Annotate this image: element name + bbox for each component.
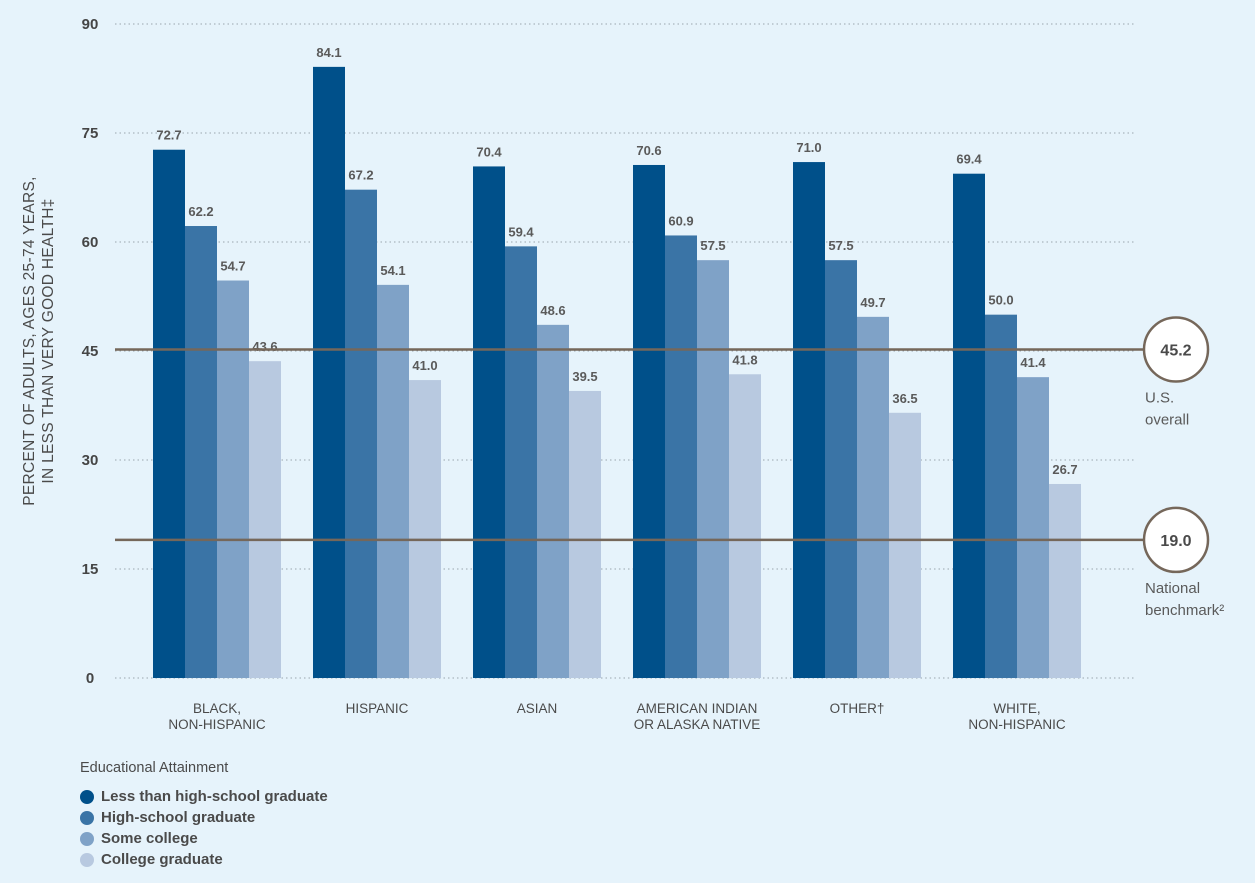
data-label: 72.7	[156, 128, 181, 143]
legend-label: High-school graduate	[101, 809, 256, 826]
legend-item: Less than high-school graduate	[80, 786, 328, 807]
data-label: 62.2	[188, 204, 213, 219]
data-label: 48.6	[540, 303, 565, 318]
bar	[825, 260, 857, 678]
category-label: NON-HISPANIC	[968, 717, 1066, 732]
data-label: 54.1	[380, 263, 405, 278]
data-label: 59.4	[508, 224, 534, 239]
data-label: 71.0	[796, 140, 821, 155]
data-label: 70.6	[636, 143, 661, 158]
category-label: ASIAN	[517, 701, 558, 716]
bar	[569, 390, 601, 678]
data-label: 43.6	[252, 339, 277, 354]
legend-swatch	[80, 852, 94, 867]
y-tick-label: 75	[82, 125, 99, 142]
y-tick-label: 45	[82, 343, 99, 360]
reference-text: benchmark²	[1145, 602, 1224, 619]
legend-label: Some college	[101, 830, 198, 847]
bar	[313, 66, 345, 678]
data-label: 36.5	[892, 391, 917, 406]
data-label: 39.5	[572, 369, 597, 384]
reference-text: National	[1145, 580, 1200, 597]
reference-value: 45.2	[1160, 343, 1191, 360]
data-label: 49.7	[860, 295, 885, 310]
legend-label: College graduate	[101, 851, 223, 868]
y-tick-label: 30	[82, 452, 99, 469]
data-label: 26.7	[1052, 462, 1077, 477]
bar	[1049, 483, 1081, 678]
bar	[729, 374, 761, 678]
data-label: 70.4	[476, 144, 502, 159]
category-label: HISPANIC	[346, 701, 409, 716]
reference-circle	[1142, 506, 1210, 574]
legend-swatch	[80, 789, 94, 804]
y-axis: 0 15 30 45 60 75 90	[82, 16, 99, 687]
bar	[153, 149, 185, 679]
bar	[409, 380, 441, 678]
bar	[1017, 377, 1049, 678]
bar	[537, 324, 569, 678]
legend-item: College graduate	[80, 849, 328, 870]
category-label: WHITE,	[993, 701, 1040, 716]
data-label: 57.5	[828, 238, 853, 253]
legend-items: Less than high-school graduate High-schoo…	[80, 786, 328, 870]
category-label: OTHER†	[830, 701, 885, 716]
data-label: 41.0	[412, 358, 437, 373]
bar	[985, 314, 1017, 678]
category-label: OR ALASKA NATIVE	[634, 717, 761, 732]
bar	[473, 166, 505, 678]
bar	[697, 260, 729, 678]
data-label: 60.9	[668, 213, 693, 228]
bar	[505, 246, 537, 679]
y-axis-title: IN LESS THAN VERY GOOD HEALTH‡	[40, 198, 57, 483]
legend-swatch	[80, 831, 94, 846]
legend: Educational Attainment Less than high-sc…	[80, 760, 328, 870]
legend-item: High-school graduate	[80, 807, 328, 828]
category-label: BLACK,	[193, 701, 241, 716]
reference-text: overall	[1145, 412, 1189, 429]
reference-text: U.S.	[1145, 390, 1174, 407]
data-label: 54.7	[220, 259, 245, 274]
legend-swatch	[80, 810, 94, 825]
bar	[377, 284, 409, 678]
legend-label: Less than high-school graduate	[101, 788, 328, 805]
data-label: 69.4	[956, 152, 982, 167]
legend-item: Some college	[80, 828, 328, 849]
bar	[345, 189, 377, 678]
value-labels: 72.7 84.1 70.4 70.6 71.0 69.4 62.2 67.2 59.4 60.9…	[156, 45, 1077, 477]
bar	[793, 162, 825, 679]
bar	[889, 412, 921, 678]
y-tick-label: 0	[86, 670, 94, 687]
bar	[633, 164, 665, 678]
bar	[185, 226, 217, 678]
reference-lines: 45.2 U.S. overall 19.0 National benchmark²	[115, 316, 1224, 619]
bars	[153, 66, 1081, 679]
data-label: 50.0	[988, 293, 1013, 308]
bar	[665, 235, 697, 678]
category-label: NON-HISPANIC	[168, 717, 266, 732]
gridlines	[115, 23, 1135, 679]
bar	[249, 361, 281, 678]
y-tick-label: 15	[82, 561, 99, 578]
y-tick-label: 60	[82, 234, 99, 251]
bar	[857, 316, 889, 678]
reference-value: 19.0	[1160, 533, 1191, 550]
data-label: 67.2	[348, 168, 373, 183]
bar	[217, 280, 249, 678]
legend-title: Educational Attainment	[80, 760, 229, 776]
y-tick-label: 90	[82, 16, 99, 33]
y-axis-label: PERCENT OF ADULTS, AGES 25-74 YEARS, IN L…	[21, 176, 57, 506]
data-label: 41.4	[1020, 355, 1046, 370]
reference-circle	[1142, 316, 1210, 383]
data-label: 41.8	[732, 352, 757, 367]
y-axis-title: PERCENT OF ADULTS, AGES 25-74 YEARS,	[21, 176, 38, 506]
data-label: 57.5	[700, 238, 725, 253]
category-label: AMERICAN INDIAN	[637, 701, 758, 716]
data-label: 84.1	[316, 45, 341, 60]
bar	[953, 173, 985, 678]
bar-chart: 0 15 30 45 60 75 90 72.7 84.1 70.4 70.6 71.0 69.4 62…	[21, 16, 1224, 732]
